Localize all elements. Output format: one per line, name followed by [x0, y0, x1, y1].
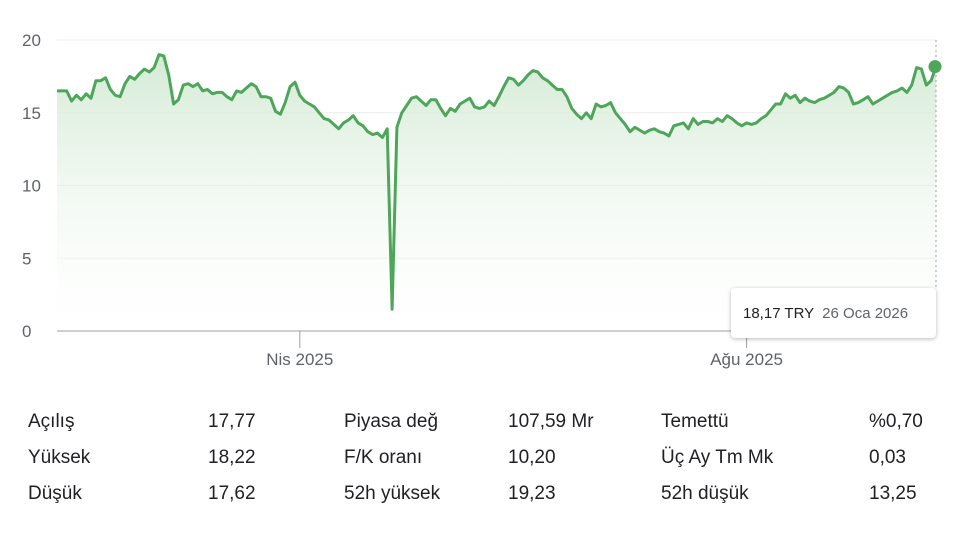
- price-line: [57, 53, 938, 311]
- stats-row: Yüksek 18,22 F/K oranı 10,20 Üç Ay Tm Mk…: [28, 440, 933, 476]
- tooltip-date: 26 Oca 2026: [822, 304, 909, 322]
- stat-value: 17,77: [208, 411, 256, 432]
- x-tick-label: Nis 2025: [266, 350, 333, 369]
- stat-label: F/K oranı: [344, 447, 423, 468]
- stat-label: Yüksek: [28, 447, 91, 468]
- y-tick-label: 20: [22, 31, 41, 50]
- stat-label: Üç Ay Tm Mk: [661, 447, 774, 468]
- stat-value: 18,22: [208, 447, 256, 468]
- stats-row: Açılış 17,77 Piyasa değ 107,59 Mr Temett…: [28, 404, 933, 440]
- stat-label: Açılış: [28, 411, 75, 432]
- x-tick-label: Ağu 2025: [710, 350, 783, 369]
- stat-value: 10,20: [508, 447, 556, 468]
- stat-high: Yüksek 18,22: [28, 447, 344, 469]
- stat-label: Düşük: [28, 483, 82, 504]
- tooltip-price: 18,17 TRY: [743, 304, 815, 322]
- stat-pe-ratio: F/K oranı 10,20: [344, 447, 661, 469]
- price-tooltip: 18,17 TRY 26 Oca 2026: [731, 288, 936, 338]
- last-price-marker[interactable]: [928, 60, 942, 74]
- stats-table: Açılış 17,77 Piyasa değ 107,59 Mr Temett…: [28, 404, 933, 512]
- stat-value: 17,62: [208, 483, 256, 504]
- stat-market-cap: Piyasa değ 107,59 Mr: [344, 411, 661, 433]
- stat-value: 107,59 Mr: [508, 411, 594, 432]
- y-tick-label: 0: [22, 322, 31, 341]
- stat-52w-low: 52h düşük 13,25: [661, 483, 933, 505]
- stat-label: 52h yüksek: [344, 483, 441, 504]
- stat-low: Düşük 17,62: [28, 483, 344, 505]
- stat-value: 0,03: [869, 447, 906, 468]
- stat-dividend: Temettü %0,70: [661, 411, 933, 433]
- stat-52w-high: 52h yüksek 19,23: [344, 483, 661, 505]
- y-tick-label: 15: [22, 104, 41, 123]
- y-axis: 0 5 10 15 20: [22, 31, 41, 341]
- y-tick-label: 10: [22, 177, 41, 196]
- price-area: [57, 54, 936, 331]
- stat-label: 52h düşük: [661, 483, 749, 504]
- stat-quarterly: Üç Ay Tm Mk 0,03: [661, 447, 933, 469]
- stat-value: 19,23: [508, 483, 556, 504]
- stats-row: Düşük 17,62 52h yüksek 19,23 52h düşük 1…: [28, 476, 933, 512]
- stat-value: 13,25: [869, 483, 917, 504]
- stat-label: Piyasa değ: [344, 411, 439, 432]
- y-tick-label: 5: [22, 249, 31, 268]
- stat-value: %0,70: [869, 411, 923, 432]
- stat-open: Açılış 17,77: [28, 411, 344, 433]
- stat-label: Temettü: [661, 411, 729, 432]
